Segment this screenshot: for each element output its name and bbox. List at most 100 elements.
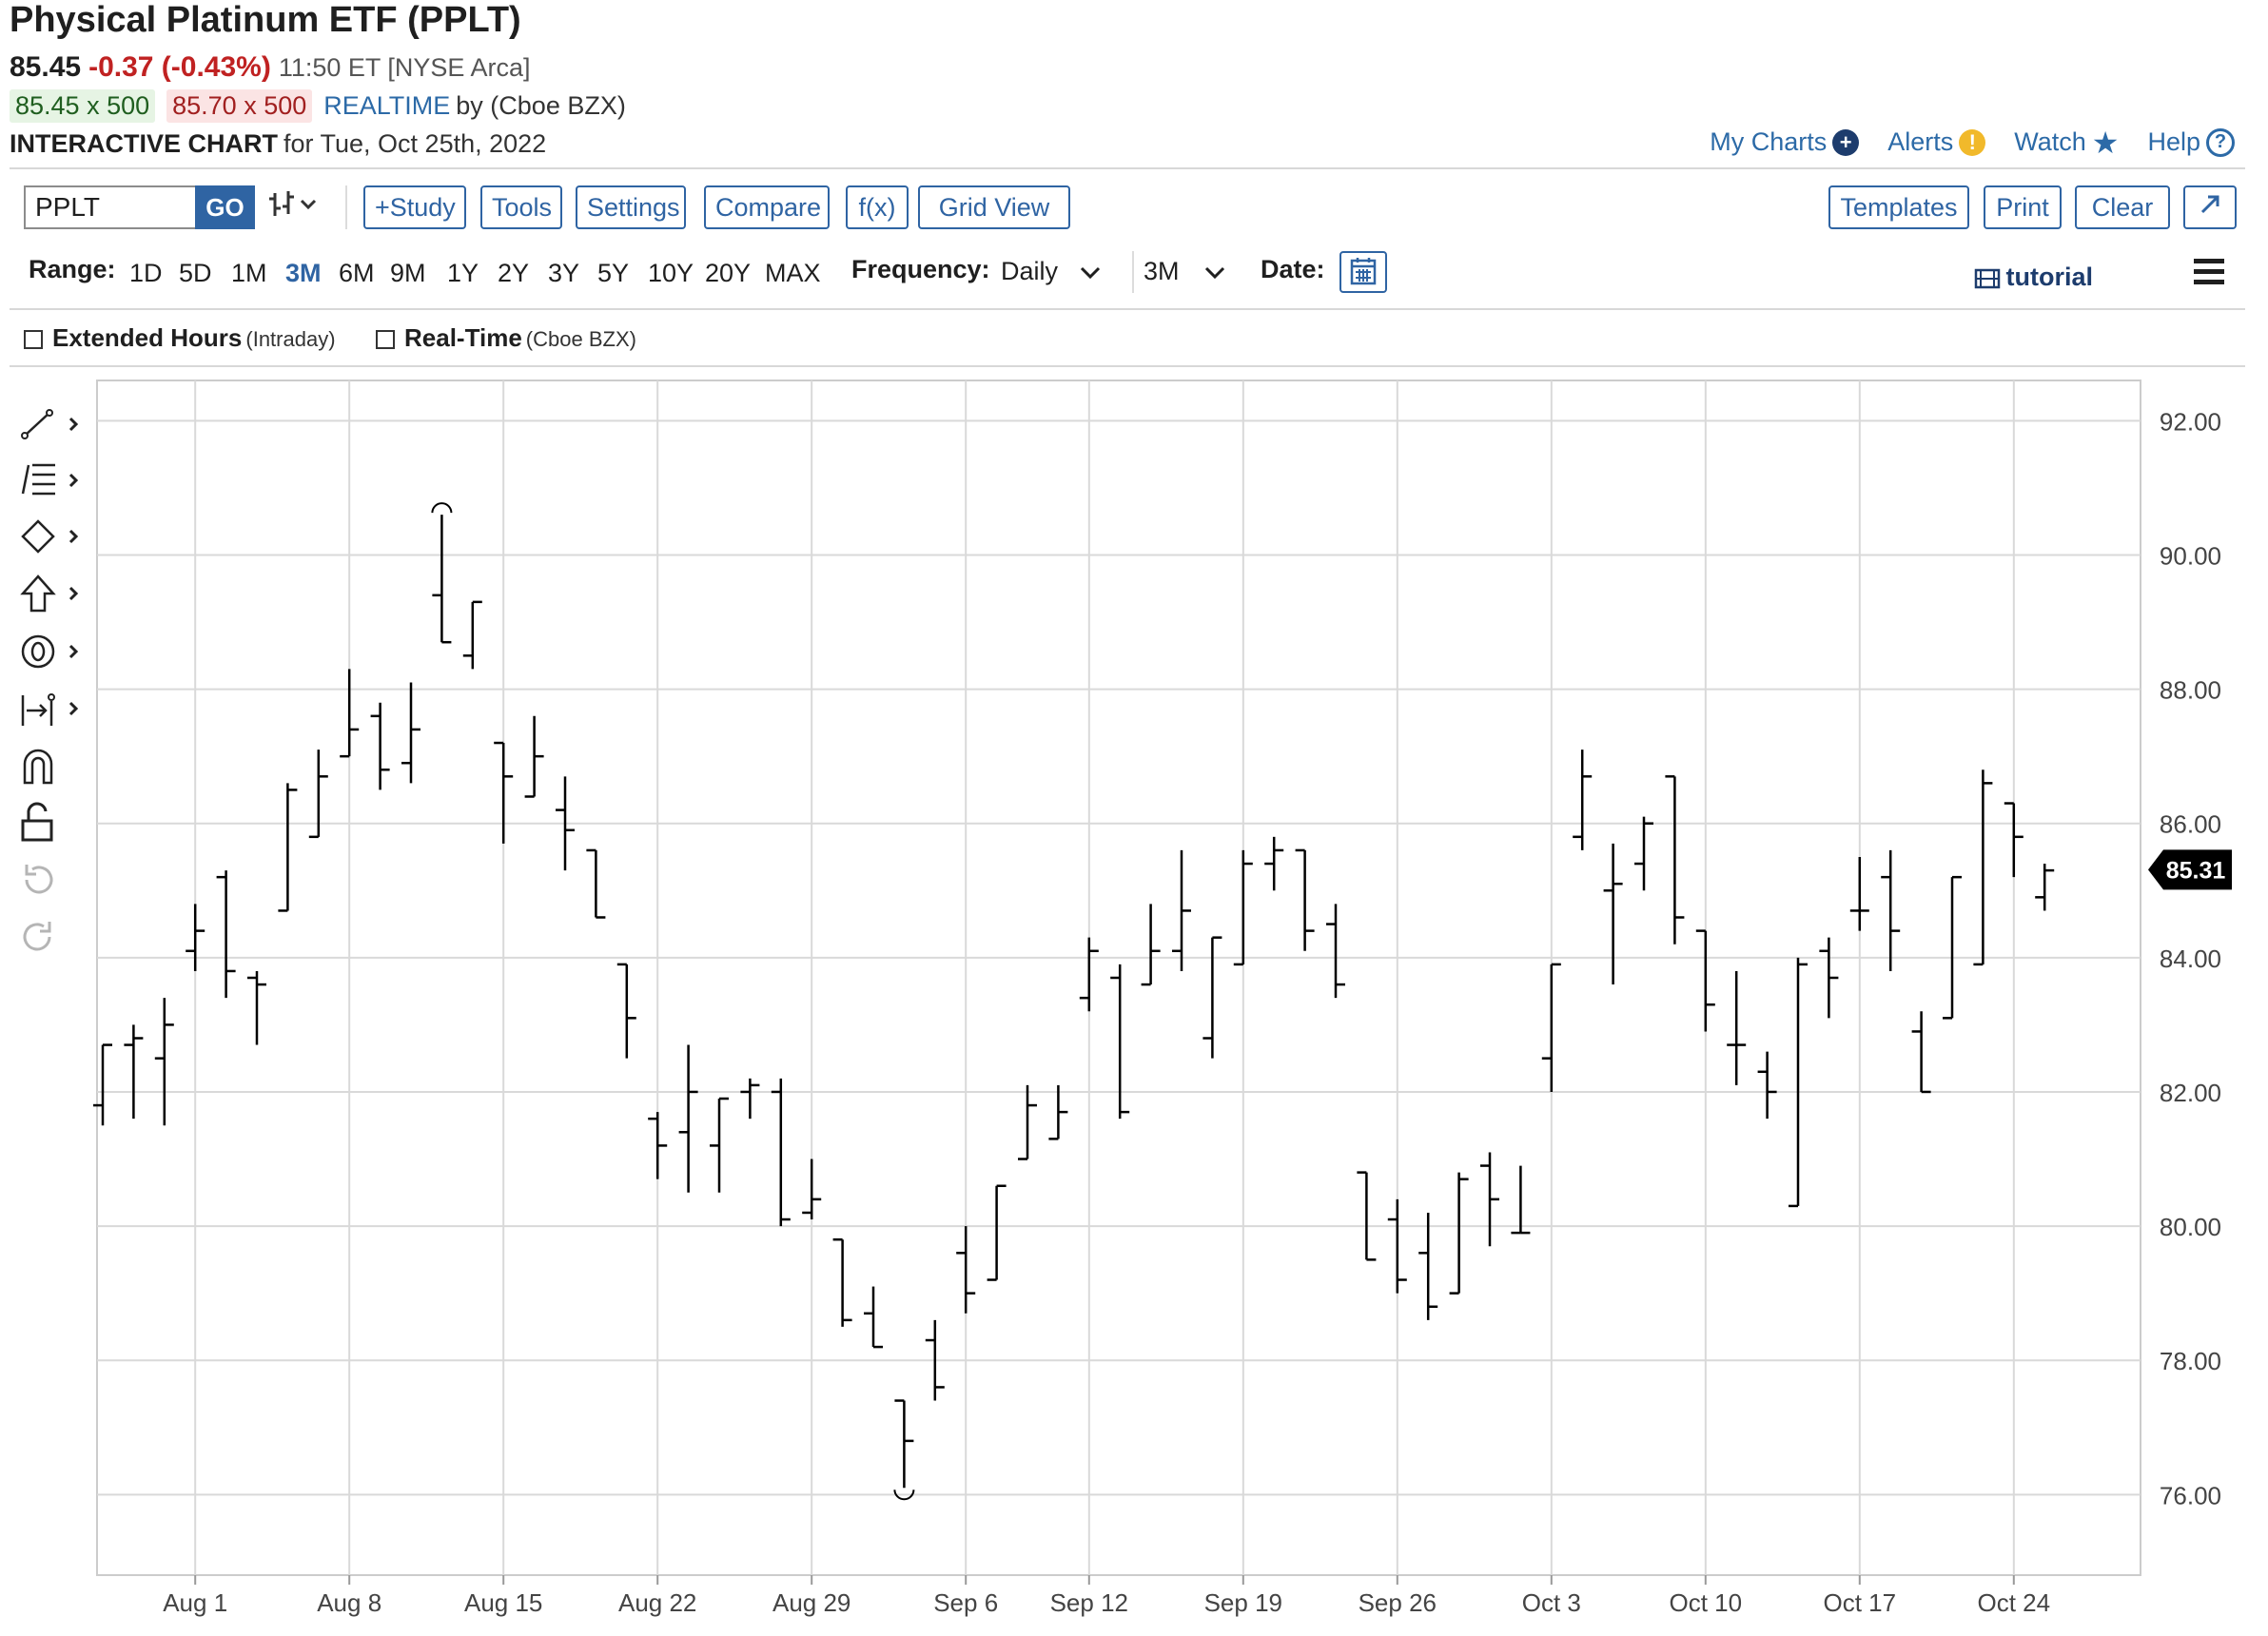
templates-button[interactable]: Templates xyxy=(1828,185,1969,229)
chart-date-line: INTERACTIVE CHART for Tue, Oct 25th, 2022 xyxy=(10,129,546,159)
options-divider xyxy=(10,365,2245,367)
my-charts-label: My Charts xyxy=(1710,127,1828,156)
y-tick-label: 78.00 xyxy=(2160,1347,2221,1375)
drawing-tools-icons xyxy=(20,409,79,951)
ohlc-bar xyxy=(1943,875,1962,1020)
period-low-marker xyxy=(893,1490,915,1501)
ohlc-bar xyxy=(2035,864,2055,911)
ohlc-bar xyxy=(1357,1171,1377,1261)
tools-button[interactable]: Tools xyxy=(480,185,562,229)
range-divider xyxy=(10,308,2245,310)
arrow-up-icon xyxy=(20,575,79,613)
compare-button[interactable]: Compare xyxy=(704,185,830,229)
go-button[interactable]: GO xyxy=(195,185,255,229)
chart-options: Extended Hours (Intraday) Real-Time (Cboe … xyxy=(24,323,636,353)
range-option-3y[interactable]: 3Y xyxy=(548,259,580,287)
ohlc-bar xyxy=(740,1078,760,1120)
period-dropdown[interactable]: 3M xyxy=(1144,257,1226,286)
ohlc-bar xyxy=(340,669,360,758)
top-links: My Charts + Alerts ! Watch ★ Help ? xyxy=(1710,127,2235,158)
my-charts-link[interactable]: My Charts + xyxy=(1710,127,1860,157)
alerts-link[interactable]: Alerts ! xyxy=(1887,127,1986,157)
grid-view-button[interactable]: Grid View xyxy=(918,185,1070,229)
range-option-20y[interactable]: 20Y xyxy=(705,259,752,287)
ask-badge: 85.70 x 500 xyxy=(166,89,313,123)
plot-area xyxy=(96,380,2141,1576)
function-button[interactable]: f(x) xyxy=(846,185,909,229)
real-time-checkbox[interactable] xyxy=(376,330,395,350)
y-tick-label: 84.00 xyxy=(2160,945,2221,973)
range-option-6m[interactable]: 6M xyxy=(339,259,375,287)
ohlc-bar xyxy=(308,750,328,839)
ohlc-bar xyxy=(616,963,636,1059)
x-tick-label: Oct 10 xyxy=(1670,1588,1743,1617)
x-tick-label: Aug 29 xyxy=(772,1588,850,1617)
watch-label: Watch xyxy=(2014,127,2086,156)
ohlc-bar xyxy=(1048,1084,1068,1140)
ohlc-bar xyxy=(1418,1212,1438,1320)
y-tick-label: 92.00 xyxy=(2160,407,2221,436)
ohlc-bar xyxy=(1264,836,1284,891)
range-option-5y[interactable]: 5Y xyxy=(597,259,630,287)
ohlc-bar xyxy=(1881,849,1901,971)
ohlc-bar xyxy=(1295,848,1315,951)
study-button[interactable]: +Study xyxy=(363,185,466,229)
ohlc-bar xyxy=(186,904,205,971)
expand-button[interactable] xyxy=(2183,185,2237,229)
print-button[interactable]: Print xyxy=(1984,185,2062,229)
y-tick-label: 76.00 xyxy=(2160,1481,2221,1509)
range-label: Range: xyxy=(29,255,116,283)
ohlc-bar xyxy=(154,998,174,1126)
ohlc-bar xyxy=(1018,1084,1037,1160)
ohlc-bar xyxy=(401,682,420,784)
ohlc-bar xyxy=(1819,937,1839,1019)
range-option-5d[interactable]: 5D xyxy=(179,259,212,287)
tutorial-link[interactable]: tutorial xyxy=(1974,263,2093,292)
extended-hours-checkbox[interactable] xyxy=(24,330,43,350)
range-option-2y[interactable]: 2Y xyxy=(498,259,530,287)
redo-icon xyxy=(23,922,51,951)
range-option-3m[interactable]: 3M xyxy=(285,259,322,287)
hamburger-menu-icon[interactable] xyxy=(2194,259,2224,290)
ohlc-bar xyxy=(771,1078,791,1227)
ohlc-bar xyxy=(1449,1172,1469,1295)
x-tick-label: Sep 12 xyxy=(1050,1588,1128,1617)
realtime-link[interactable]: REALTIME xyxy=(323,91,451,120)
range-option-10y[interactable]: 10Y xyxy=(648,259,694,287)
range-option-1d[interactable]: 1D xyxy=(129,259,163,287)
date-label: Date: xyxy=(1261,255,1325,283)
help-link[interactable]: Help ? xyxy=(2147,127,2235,157)
range-option-max[interactable]: MAX xyxy=(765,259,821,287)
range-option-1y[interactable]: 1Y xyxy=(447,259,479,287)
film-icon xyxy=(1974,268,2000,289)
help-icon: ? xyxy=(2206,127,2235,157)
ohlc-bar xyxy=(1172,849,1191,971)
symbol-input[interactable] xyxy=(24,185,195,229)
ohlc-bar xyxy=(1387,1198,1407,1294)
date-picker-button[interactable] xyxy=(1339,251,1387,293)
ohlc-bar xyxy=(1480,1152,1499,1247)
ohlc-bar xyxy=(1573,750,1593,850)
range-option-9m[interactable]: 9M xyxy=(390,259,426,287)
help-label: Help xyxy=(2147,127,2200,156)
period-value: 3M xyxy=(1144,257,1180,285)
settings-button[interactable]: Settings xyxy=(576,185,686,229)
plus-circle-icon: + xyxy=(1832,128,1860,156)
ohlc-bar xyxy=(1202,936,1222,1059)
range-option-1m[interactable]: 1M xyxy=(231,259,267,287)
ohlc-bar xyxy=(648,1112,668,1179)
extended-hours-sublabel: (Intraday) xyxy=(245,327,336,351)
x-tick-label: Sep 26 xyxy=(1359,1588,1437,1617)
chart-toolbar: GO +Study Tools Settings Compare f(x) Gr… xyxy=(24,185,2240,233)
clear-button[interactable]: Clear xyxy=(2075,185,2170,229)
chart-type-dropdown[interactable] xyxy=(267,189,326,229)
ohlc-bar xyxy=(1326,904,1345,999)
watch-link[interactable]: Watch ★ xyxy=(2014,127,2119,158)
ohlc-bar xyxy=(864,1286,883,1349)
quote-line: 85.45 -0.37 (-0.43%) 11:50 ET [NYSE Arca] xyxy=(10,51,530,84)
ohlc-bar xyxy=(802,1159,822,1220)
frequency-dropdown[interactable]: Daily xyxy=(1001,257,1102,286)
ohlc-bar xyxy=(1727,970,1747,1085)
trend-line-icon xyxy=(21,409,79,439)
